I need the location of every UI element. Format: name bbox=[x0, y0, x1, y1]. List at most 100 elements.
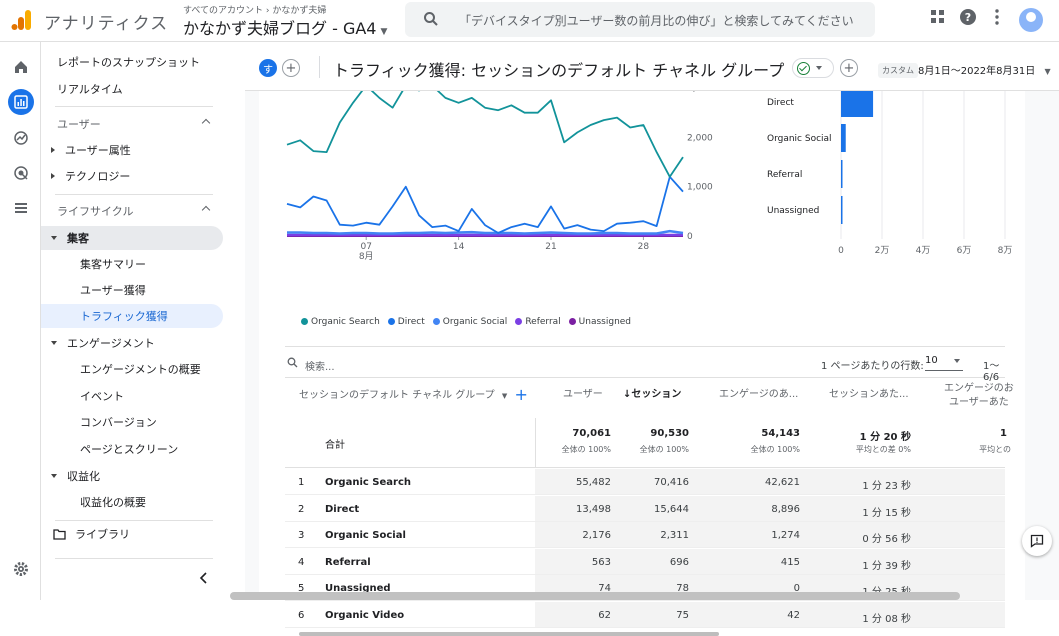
page-horizontal-scrollbar[interactable] bbox=[230, 592, 960, 600]
sidebar-item-library[interactable]: ライブラリ bbox=[41, 522, 223, 546]
sidebar-section-lifecycle[interactable]: ライフサイクル bbox=[41, 199, 223, 223]
item-label: テクノロジー bbox=[65, 170, 131, 183]
sidebar-item-engagement[interactable]: エンゲージメント bbox=[41, 331, 223, 355]
caret-down-icon: ▼ bbox=[501, 392, 508, 400]
table-row[interactable]: 2 Direct 13,498 15,644 8,896 1 分 15 秒 bbox=[285, 495, 1005, 522]
dimension-header[interactable]: セッションのデフォルト チャネル グループ ▼ + bbox=[299, 385, 528, 404]
sidebar-item-monetization[interactable]: 収益化 bbox=[41, 464, 223, 488]
x-tick-label: 4万 bbox=[916, 246, 931, 256]
date-range-text: 8月1日〜2022年8月31日 bbox=[918, 66, 1036, 77]
col-header-sessions[interactable]: ↓セッション bbox=[623, 389, 682, 400]
bar[interactable] bbox=[841, 91, 874, 117]
cell-engaged: 415 bbox=[780, 556, 800, 568]
sidebar-item-snapshot[interactable]: レポートのスナップショット bbox=[57, 56, 200, 69]
bar[interactable] bbox=[841, 160, 843, 188]
sidebar-item-acquisition-overview[interactable]: 集客サマリー bbox=[80, 258, 146, 271]
sidebar-item-pages-screens[interactable]: ページとスクリーン bbox=[80, 443, 179, 456]
col-header-avg-time[interactable]: セッションあた... bbox=[829, 389, 909, 400]
cell-users: 55,482 bbox=[576, 477, 611, 488]
settings-icon[interactable] bbox=[8, 556, 34, 582]
account-avatar[interactable] bbox=[1019, 8, 1043, 32]
cell-idx: 1 bbox=[298, 477, 305, 488]
search-bar[interactable]: 「デバイスタイプ別ユーザー数の前月比の伸び」と検索してみてください bbox=[405, 2, 875, 37]
item-label: エンゲージメント bbox=[67, 337, 155, 350]
advertising-icon[interactable] bbox=[8, 160, 34, 186]
series-line-organic-social[interactable] bbox=[287, 229, 684, 235]
bar[interactable] bbox=[841, 124, 846, 152]
home-icon[interactable] bbox=[8, 54, 34, 80]
series-line-organic-search[interactable] bbox=[286, 91, 684, 178]
date-range-selector[interactable]: 8月1日〜2022年8月31日 ▼ bbox=[918, 62, 1051, 77]
sidebar-item-monetization-overview[interactable]: 収益化の概要 bbox=[80, 496, 146, 509]
total-sessions: 90,530 bbox=[650, 428, 689, 439]
analytics-logo[interactable] bbox=[11, 9, 33, 31]
status-check-button[interactable] bbox=[792, 58, 834, 78]
apps-icon[interactable] bbox=[929, 8, 947, 26]
legend-label: Referral bbox=[525, 317, 561, 327]
help-icon[interactable]: ? bbox=[959, 8, 977, 26]
bar[interactable] bbox=[841, 196, 843, 224]
legend-item[interactable]: Organic Social bbox=[432, 317, 508, 327]
y-tick-label: 2,000 bbox=[687, 133, 713, 143]
table-search-input[interactable]: 検索... bbox=[305, 362, 335, 373]
comparison-badge[interactable]: す bbox=[259, 59, 277, 77]
top-bar: アナリティクス すべてのアカウント › かなかず夫婦 かなかず夫婦ブログ - G… bbox=[0, 0, 1059, 42]
sidebar-item-realtime[interactable]: リアルタイム bbox=[57, 83, 123, 96]
legend-item[interactable]: Direct bbox=[387, 317, 425, 327]
sidebar-item-user-attributes[interactable]: ユーザー属性 bbox=[41, 138, 223, 162]
sidebar-item-conversions[interactable]: コンバージョン bbox=[80, 416, 157, 429]
legend-item[interactable]: Unassigned bbox=[568, 317, 631, 327]
add-dimension-icon[interactable]: + bbox=[514, 385, 528, 404]
total-engaged: 54,143 bbox=[761, 428, 800, 439]
legend-label: Direct bbox=[397, 317, 425, 327]
add-comparison-icon[interactable]: + bbox=[282, 59, 300, 77]
total-rate-sub: 平均との bbox=[979, 445, 1011, 454]
legend-label: Organic Social bbox=[442, 317, 508, 327]
col-header-users[interactable]: ユーザー bbox=[563, 389, 603, 400]
row-metric-shade bbox=[535, 469, 1005, 494]
table-row[interactable]: 6 Organic Video 62 75 42 1 分 08 秒 bbox=[285, 601, 1005, 628]
sidebar-item-user-acquisition[interactable]: ユーザー獲得 bbox=[80, 284, 146, 297]
cell-label: Unassigned bbox=[325, 583, 391, 594]
explore-icon[interactable] bbox=[8, 125, 34, 151]
rows-per-page-select[interactable]: 10 bbox=[925, 353, 963, 371]
sidebar-item-acquisition[interactable]: 集客 bbox=[41, 226, 223, 250]
divider bbox=[319, 56, 320, 78]
cell-engaged: 42 bbox=[787, 609, 800, 621]
feedback-button[interactable] bbox=[1022, 526, 1052, 556]
cell-label: Referral bbox=[325, 556, 371, 568]
table-row[interactable]: 4 Referral 563 696 415 1 分 39 秒 bbox=[285, 548, 1005, 575]
cell-engaged: 42,621 bbox=[765, 477, 800, 488]
sidebar-item-engagement-overview[interactable]: エンゲージメントの概要 bbox=[80, 363, 201, 376]
series-line-direct[interactable] bbox=[286, 175, 684, 234]
legend-label: Organic Search bbox=[311, 317, 380, 327]
sidebar-item-events[interactable]: イベント bbox=[80, 390, 124, 403]
table-horizontal-scrollbar[interactable] bbox=[299, 632, 719, 636]
account-breadcrumb[interactable]: すべてのアカウント › かなかず夫婦 bbox=[183, 6, 327, 16]
collapse-chevron-icon[interactable] bbox=[199, 572, 209, 584]
reports-icon[interactable] bbox=[8, 89, 34, 115]
configure-icon[interactable] bbox=[8, 195, 34, 221]
cell-engaged: 1,274 bbox=[771, 530, 800, 541]
col-header-engaged-sessions[interactable]: エンゲージのあ... bbox=[719, 389, 799, 400]
cell-sessions: 15,644 bbox=[654, 503, 689, 515]
legend-item[interactable]: Referral bbox=[515, 317, 561, 327]
table-row[interactable]: 1 Organic Search 55,482 70,416 42,621 1 分 23 … bbox=[285, 469, 1005, 495]
sidebar-item-technology[interactable]: テクノロジー bbox=[41, 164, 223, 188]
legend-item[interactable]: Organic Search bbox=[301, 317, 380, 327]
category-label: Direct bbox=[767, 98, 794, 108]
caret-down-icon bbox=[816, 66, 822, 70]
property-selector[interactable]: かなかず夫婦ブログ - GA4 ▼ bbox=[183, 15, 387, 39]
report-sidebar: レポートのスナップショット リアルタイム ユーザー ユーザー属性 テクノロジー … bbox=[41, 42, 231, 600]
cell-users: 2,176 bbox=[582, 530, 611, 541]
sidebar-section-user[interactable]: ユーザー bbox=[41, 112, 223, 136]
caret-down-icon: ▼ bbox=[1044, 67, 1051, 76]
table-row[interactable]: 3 Organic Social 2,176 2,311 1,274 0 分 56 秒 bbox=[285, 522, 1005, 548]
col-header-engagement-rate-1[interactable]: エンゲージのお bbox=[944, 383, 1014, 394]
cell-users: 74 bbox=[598, 583, 611, 594]
bar-chart: 0 2万 4万 6万 8万 Direct Organic Social Referral Una… bbox=[767, 91, 1012, 256]
sidebar-item-traffic-acquisition[interactable]: トラフィック獲得 bbox=[41, 304, 223, 328]
more-vert-icon[interactable] bbox=[990, 8, 1004, 26]
add-filter-icon[interactable]: + bbox=[840, 59, 858, 77]
item-label: 集客 bbox=[67, 232, 89, 245]
